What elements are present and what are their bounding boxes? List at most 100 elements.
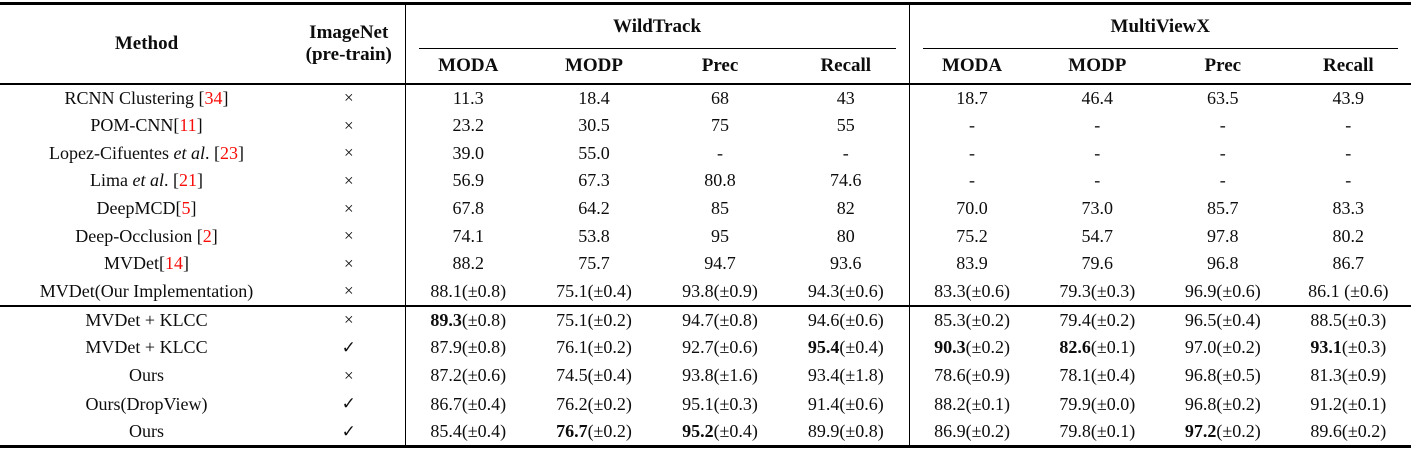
column-header-recall-multiviewx: Recall: [1285, 49, 1411, 85]
value-main: 64.2: [578, 198, 610, 219]
value-cell: 91.4(±0.6): [783, 390, 909, 418]
value-cell: -: [908, 111, 1035, 140]
value-stddev: (±0.1): [1341, 393, 1387, 414]
value-cell: 97.2(±0.2): [1160, 418, 1286, 446]
value-cell: 95: [657, 222, 783, 250]
table-body-ours: MVDet + KLCC × 89.3(±0.8) 75.1(±0.2) 94.7(±0…: [0, 304, 1411, 447]
value-main: 76.2: [556, 393, 588, 414]
value-main: 86.7: [1332, 253, 1365, 274]
table-row: Lopez-Cifuentes et al. [23] × 39.0 55.0 - - - -…: [0, 139, 1411, 168]
value-main: 63.5: [1207, 87, 1239, 108]
value-cell: 83.3(±0.6): [908, 277, 1035, 306]
column-header-recall-wildtrack: Recall: [783, 49, 910, 85]
value-cell: 23.2: [404, 111, 531, 140]
value-stddev: (±0.4): [587, 280, 632, 301]
value-stddev: (±0.3): [1341, 309, 1387, 330]
method-text: ]: [237, 142, 244, 163]
table-row: MVDet[14] × 88.2 75.7 94.7 93.6 83.9 79.6 96.8 86…: [0, 250, 1411, 278]
value-main: 97.0: [1184, 337, 1217, 358]
value-cell: 83.3: [1286, 195, 1411, 223]
method-text: POM-CNN[: [90, 115, 180, 136]
value-cell: 18.4: [531, 84, 657, 112]
value-main: 94.3: [807, 280, 840, 301]
value-cell: 89.3(±0.8): [404, 304, 531, 334]
group-header-multiviewx: MultiViewX: [908, 3, 1411, 49]
value-main: 11.3: [452, 87, 484, 108]
value-stddev: (±0.3): [1090, 280, 1136, 301]
value-cell: 67.8: [404, 194, 531, 223]
method-text: . [: [164, 170, 179, 191]
value-main: 86.9: [934, 421, 966, 442]
value-main: 46.4: [1081, 87, 1114, 108]
value-main: 80: [836, 225, 855, 246]
value-main: 83.3: [934, 280, 966, 301]
method-text: ]: [196, 115, 203, 136]
value-main: 93.1: [1310, 337, 1342, 358]
value-main: 56.9: [452, 170, 485, 191]
value-stddev: (±0.6): [461, 365, 507, 386]
cross-icon: ×: [293, 304, 405, 334]
value-main: -: [1094, 142, 1101, 163]
value-cell: 79.4(±0.2): [1034, 304, 1161, 334]
citation-number: 14: [165, 253, 183, 274]
value-cell: 95.1(±0.3): [657, 390, 783, 418]
value-stddev: (±0.8): [461, 337, 507, 358]
value-stddev: (±0.0): [1090, 393, 1136, 414]
value-cell: 82.6(±0.1): [1035, 334, 1161, 362]
value-stddev: (±0.4): [1090, 365, 1136, 386]
value-main: 85.3: [934, 309, 966, 330]
column-header-modp-wildtrack: MODP: [531, 49, 657, 85]
value-cell: -: [657, 139, 783, 167]
value-main: 79.9: [1059, 393, 1091, 414]
value-stddev: (±0.4): [1216, 309, 1261, 330]
value-cell: 96.8(±0.2): [1160, 390, 1286, 418]
table-row: DeepMCD[5] × 67.8 64.2 85 82 70.0 73.0 85.7 83.3: [0, 194, 1411, 223]
value-main: 91.4: [807, 393, 840, 414]
value-main: 91.2: [1310, 393, 1342, 414]
value-main: 73.0: [1081, 198, 1114, 219]
value-main: 92.7: [682, 337, 714, 358]
value-cell: 88.2: [404, 250, 531, 278]
value-cell: 74.5(±0.4): [531, 362, 657, 390]
table-row: Ours(DropView) ✓ 86.7(±0.4) 76.2(±0.2) 95.1(…: [0, 390, 1411, 419]
value-stddev: (±0.5): [1216, 365, 1261, 386]
value-cell: 86.1 (±0.6): [1286, 278, 1411, 306]
citation-number: 5: [181, 198, 191, 219]
method-text: ]: [197, 170, 203, 191]
method-text: Ours: [129, 421, 164, 442]
value-stddev: (±0.6): [1339, 280, 1389, 301]
value-stddev: (±0.2): [1090, 309, 1136, 330]
value-main: 83.3: [1332, 198, 1365, 219]
value-stddev: (±0.8): [461, 309, 507, 330]
value-main: 68: [711, 87, 729, 108]
value-main: -: [1094, 170, 1101, 191]
value-cell: 93.6: [783, 250, 909, 278]
method-text: ]: [190, 198, 197, 219]
value-stddev: (±0.6): [713, 337, 758, 358]
value-stddev: (±1.6): [713, 365, 758, 386]
value-stddev: (±0.4): [587, 365, 632, 386]
results-table: Method ImageNet (pre-train) WildTrack Mu…: [0, 2, 1411, 448]
value-main: 85: [711, 198, 729, 219]
method-cell: MVDet + KLCC: [0, 304, 293, 334]
value-stddev: (±0.8): [839, 421, 884, 442]
value-cell: -: [1286, 167, 1411, 195]
value-main: 76.7: [556, 421, 588, 442]
method-text: ]: [222, 87, 229, 108]
imagenet-header-line1: ImageNet: [309, 21, 389, 43]
value-main: 78.6: [934, 365, 966, 386]
value-main: -: [842, 142, 849, 163]
value-main: 74.6: [830, 170, 862, 191]
table-row: POM-CNN[11] × 23.2 30.5 75 55 - - - -: [0, 111, 1411, 140]
value-cell: 93.4(±1.8): [783, 362, 909, 390]
value-stddev: (±0.8): [461, 280, 507, 301]
value-main: -: [1219, 142, 1226, 163]
method-text: . [: [204, 142, 220, 163]
method-text: RCNN Clustering [: [64, 87, 205, 108]
column-header-modp-multiviewx: MODP: [1034, 49, 1161, 85]
value-main: -: [1094, 115, 1101, 136]
value-stddev: (±0.2): [587, 393, 632, 414]
value-main: 88.2: [934, 393, 966, 414]
value-cell: 46.4: [1035, 84, 1161, 112]
